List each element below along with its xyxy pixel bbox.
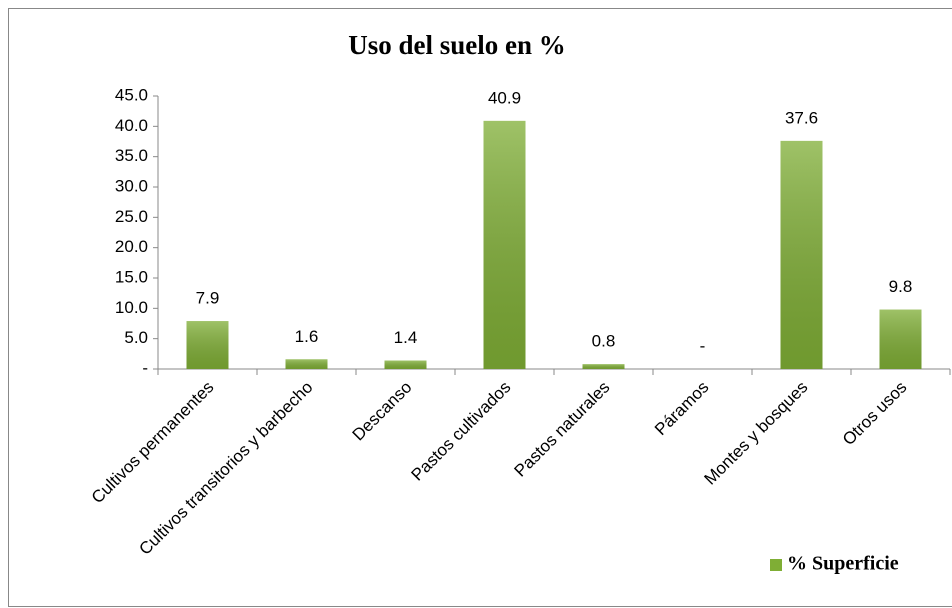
bar-shade [186, 321, 229, 369]
bar-shade [285, 359, 328, 369]
bar-shade [582, 364, 625, 369]
y-tick-label: 20.0 [115, 237, 148, 256]
bar-shade [384, 360, 427, 369]
y-tick-label: 10.0 [115, 298, 148, 317]
legend-label: % Superficie [787, 553, 899, 575]
value-label: 40.9 [488, 88, 521, 107]
value-label: 1.6 [295, 327, 319, 346]
value-label: - [700, 336, 706, 355]
bar-shade [879, 309, 922, 369]
y-tick-label: 5.0 [124, 328, 148, 347]
y-tick-label: - [142, 358, 148, 377]
y-tick-label: 30.0 [115, 176, 148, 195]
value-label: 9.8 [889, 277, 913, 296]
chart-title: Uso del suelo en % [348, 30, 566, 60]
value-label: 7.9 [196, 289, 220, 308]
y-tick-label: 25.0 [115, 207, 148, 226]
value-label: 1.4 [394, 328, 418, 347]
legend-swatch [770, 559, 782, 571]
y-tick-label: 40.0 [115, 116, 148, 135]
bar-shade [483, 120, 526, 369]
bar-shade [780, 140, 823, 369]
value-label: 37.6 [785, 108, 818, 127]
y-tick-label: 35.0 [115, 146, 148, 165]
y-tick-label: 45.0 [115, 85, 148, 104]
value-label: 0.8 [592, 332, 616, 351]
y-tick-label: 15.0 [115, 267, 148, 286]
